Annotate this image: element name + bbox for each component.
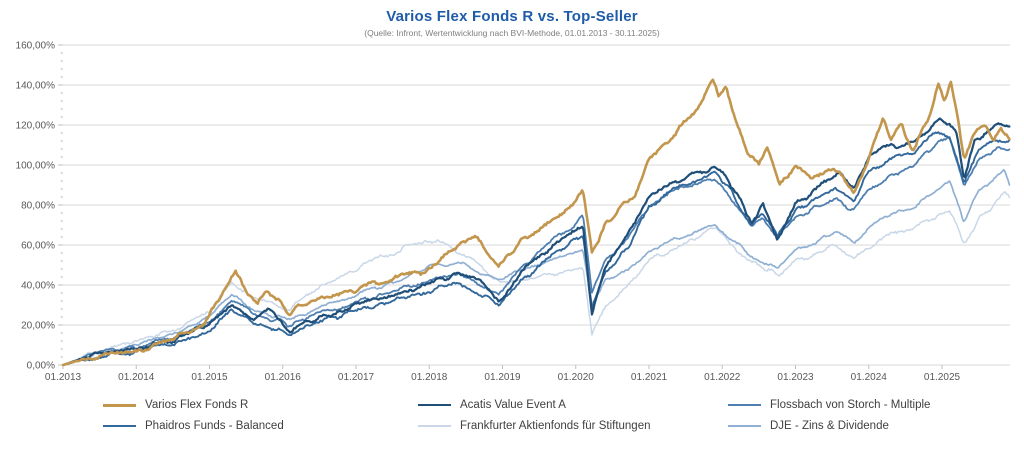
legend-label: Acatis Value Event A — [460, 399, 566, 411]
legend-item: Frankfurter Aktienfonds für Stiftungen — [418, 420, 728, 432]
x-axis-label: 01.2020 — [558, 372, 595, 383]
chart-subtitle: (Quelle: Infront, Wertentwicklung nach B… — [364, 28, 660, 38]
y-axis-label: 80,00% — [21, 201, 55, 212]
x-axis-label: 01.2018 — [411, 372, 448, 383]
legend-item: Varios Flex Fonds R — [103, 399, 418, 411]
x-axis-label: 01.2022 — [704, 372, 741, 383]
x-axis-label: 01.2017 — [338, 372, 375, 383]
y-axis-label: 60,00% — [21, 241, 55, 252]
x-axis-label: 01.2021 — [631, 372, 668, 383]
legend-line-swatch — [103, 425, 136, 427]
chart-legend: Varios Flex Fonds R Acatis Value Event A F… — [103, 399, 963, 432]
legend-line-swatch — [418, 404, 451, 406]
y-axis-label: 120,00% — [16, 121, 56, 132]
legend-label: Flossbach von Storch - Multiple — [770, 399, 931, 411]
legend-item: Acatis Value Event A — [418, 399, 728, 411]
y-axis-label: 40,00% — [21, 281, 55, 292]
y-axis-label: 100,00% — [16, 161, 56, 172]
x-axis-label: 01.2019 — [484, 372, 521, 383]
legend-label: Varios Flex Fonds R — [145, 399, 249, 411]
legend-item: DJE - Zins & Dividende — [728, 420, 963, 432]
y-axis-label: 0,00% — [27, 361, 55, 372]
legend-label: DJE - Zins & Dividende — [770, 420, 889, 432]
legend-line-swatch — [103, 403, 136, 407]
series-line-5 — [62, 191, 1011, 366]
x-axis-label: 01.2025 — [924, 372, 961, 383]
legend-item: Flossbach von Storch - Multiple — [728, 399, 963, 411]
x-axis-label: 01.2014 — [118, 372, 155, 383]
legend-line-swatch — [728, 404, 761, 406]
series-line-3 — [62, 136, 1011, 366]
series-line-2 — [61, 117, 1011, 367]
y-axis-label: 160,00% — [16, 41, 56, 52]
x-axis-label: 01.2023 — [777, 372, 814, 383]
legend-label: Phaidros Funds - Balanced — [145, 420, 284, 432]
x-axis-label: 01.2015 — [191, 372, 228, 383]
y-axis-label: 140,00% — [16, 81, 56, 92]
legend-label: Frankfurter Aktienfonds für Stiftungen — [460, 420, 651, 432]
x-axis-label: 01.2016 — [265, 372, 302, 383]
series-line-1 — [61, 78, 1011, 367]
chart-title: Varios Flex Fonds R vs. Top-Seller — [386, 8, 638, 25]
x-axis-label: 01.2013 — [45, 372, 82, 383]
series-line-6 — [62, 168, 1011, 366]
x-axis-label: 01.2024 — [851, 372, 888, 383]
series-line-4 — [62, 131, 1011, 366]
legend-line-swatch — [728, 425, 761, 427]
legend-line-swatch — [418, 425, 451, 427]
y-axis-label: 20,00% — [21, 321, 55, 332]
legend-item: Phaidros Funds - Balanced — [103, 420, 418, 432]
